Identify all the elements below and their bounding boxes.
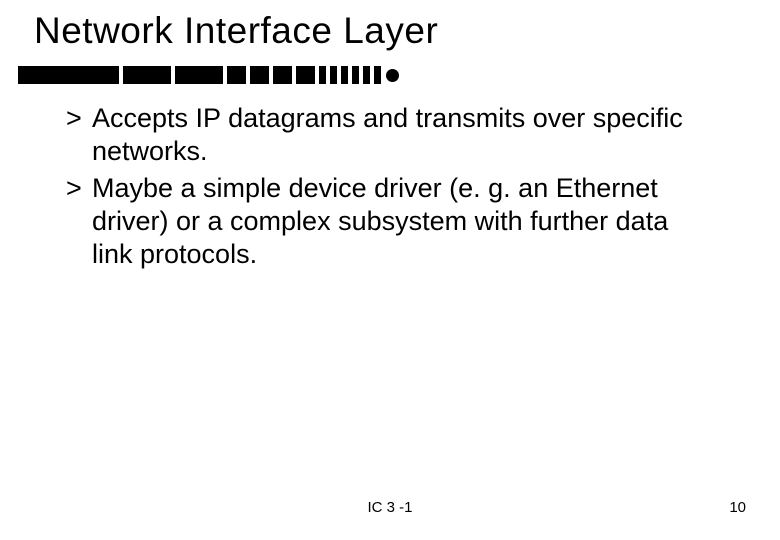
decor-segment [273,66,292,84]
slide: Network Interface Layer > Accepts IP dat… [0,0,780,540]
footer-center-label: IC 3 -1 [0,499,780,516]
title-underline-decor [18,66,399,84]
decor-segment [330,66,337,84]
decor-segment [352,66,359,84]
bullet-item: > Accepts IP datagrams and transmits ove… [66,102,706,168]
decor-segment [363,66,370,84]
decor-segment [341,66,348,84]
bullet-marker: > [66,102,82,135]
bullet-item: > Maybe a simple device driver (e. g. an… [66,172,706,271]
decor-segment [123,66,171,84]
slide-title: Network Interface Layer [34,10,438,52]
decor-segment [175,66,223,84]
slide-body: > Accepts IP datagrams and transmits ove… [66,102,706,275]
bullet-text: Accepts IP datagrams and transmits over … [92,103,683,166]
decor-segment [296,66,315,84]
decor-segment [227,66,246,84]
page-number: 10 [729,499,746,516]
decor-circle-icon [386,69,399,82]
decor-segment [374,66,381,84]
decor-segment [250,66,269,84]
bullet-text: Maybe a simple device driver (e. g. an E… [92,173,668,269]
decor-segment [319,66,326,84]
bullet-marker: > [66,172,82,205]
decor-segment [18,66,119,84]
